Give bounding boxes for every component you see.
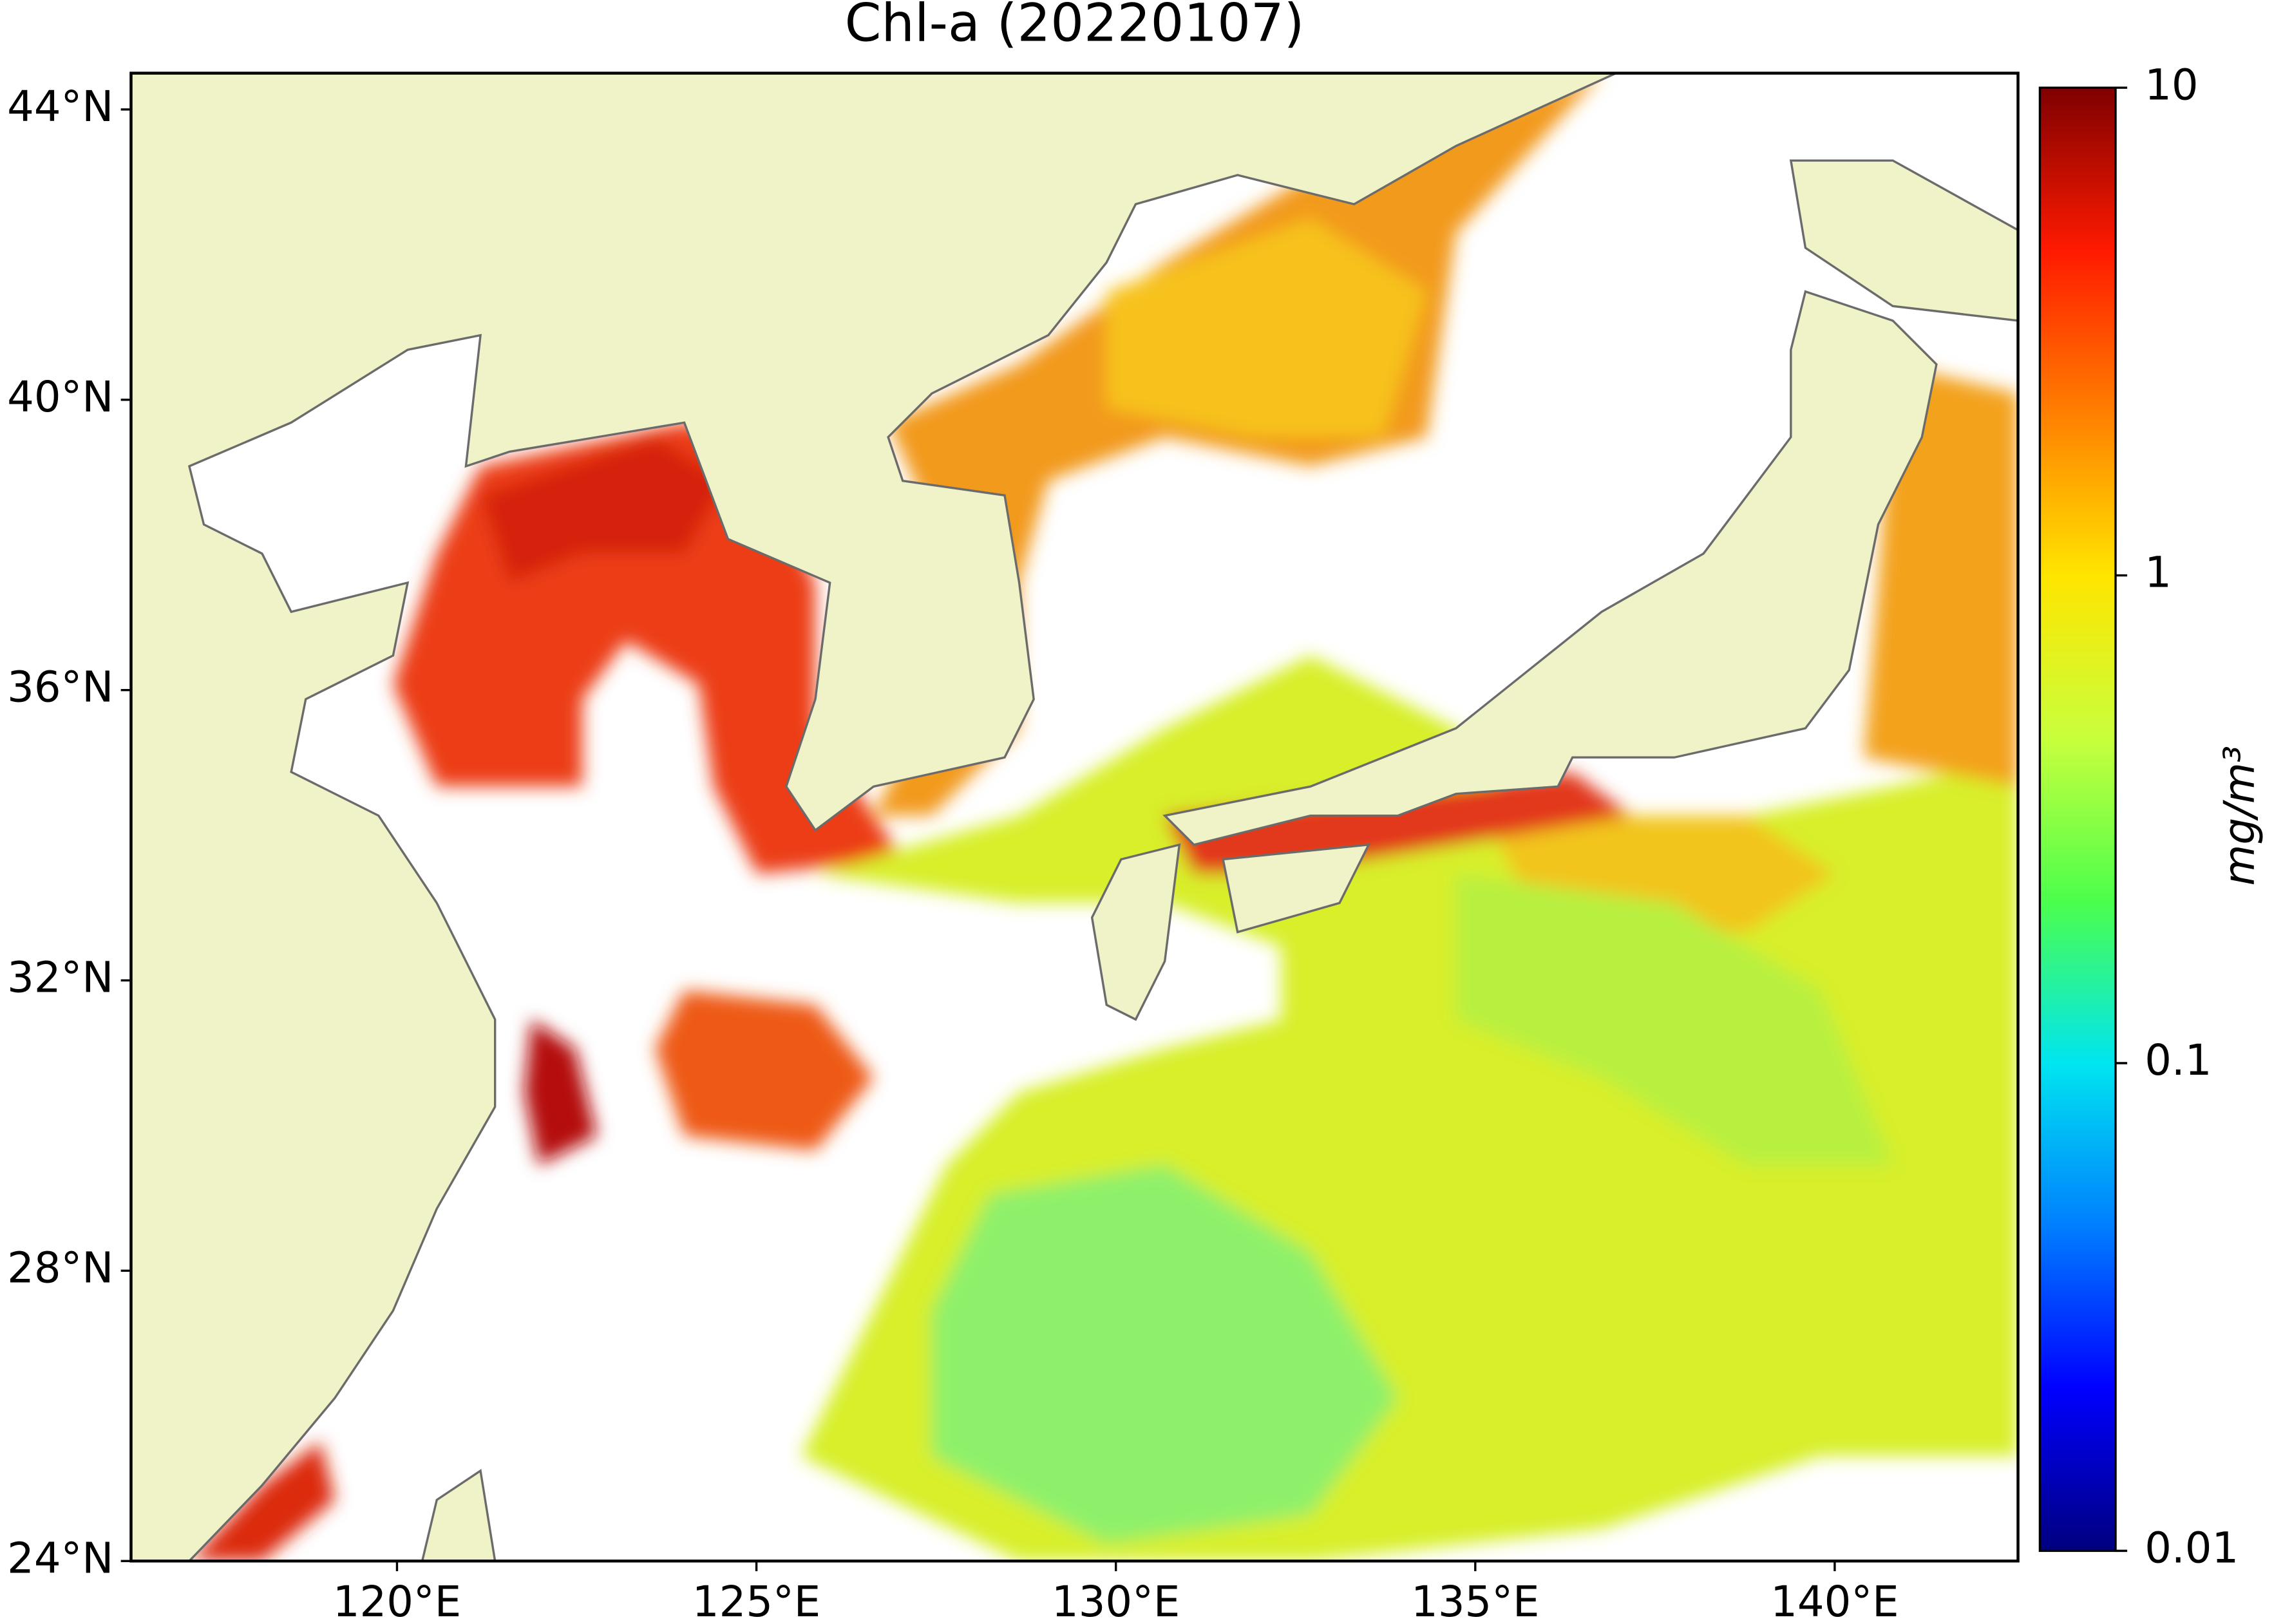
x-tick-label: 120°E <box>333 1578 461 1624</box>
chl-blob <box>189 1441 335 1562</box>
hokkaido <box>1789 159 2018 322</box>
land <box>131 73 2018 1562</box>
chart-title: Chl-a (20220107) <box>845 0 1305 54</box>
chl-blob <box>873 73 1602 816</box>
chl-blob <box>1455 874 1893 1166</box>
map-area <box>131 73 2018 1562</box>
continent <box>131 73 1617 1562</box>
y-tick-label: 40°N <box>7 373 113 422</box>
chl-blob <box>1164 771 1631 874</box>
y-tick-label: 24°N <box>7 1534 113 1583</box>
x-tick-label: 130°E <box>1052 1578 1180 1624</box>
colorbar-tick-label: 10 <box>2145 61 2198 109</box>
chl-blob <box>480 437 728 583</box>
x-tick-label: 125°E <box>692 1578 820 1624</box>
colorbar-tick-label: 0.01 <box>2145 1524 2239 1572</box>
chl-blob <box>1106 218 1427 437</box>
taiwan <box>421 1469 497 1562</box>
x-tick-label: 140°E <box>1770 1578 1899 1624</box>
shikoku <box>1222 843 1371 934</box>
kyushu <box>1090 843 1181 1021</box>
y-tick-label: 36°N <box>7 663 113 712</box>
plot-frame <box>129 71 2020 1563</box>
colorbar-gradient <box>2038 86 2117 1553</box>
colorbar-tick-label: 0.1 <box>2145 1036 2212 1085</box>
chl-blob <box>931 1165 1398 1544</box>
x-tick-label: 135°E <box>1411 1578 1539 1624</box>
honshu <box>1162 290 1938 846</box>
y-tick-label: 32°N <box>7 954 113 1003</box>
chl-blob <box>655 990 874 1151</box>
colorbar: mg/m³ 0.01 0.1 1 10 <box>2038 61 2264 1572</box>
y-tick-label: 28°N <box>7 1243 113 1292</box>
y-tick-label: 44°N <box>7 82 113 131</box>
colorbar-tick-label: 1 <box>2145 549 2172 598</box>
chlorophyll-field <box>189 73 2018 1562</box>
chl-blob <box>524 1019 597 1166</box>
colorbar-label: mg/m³ <box>2215 746 2264 886</box>
